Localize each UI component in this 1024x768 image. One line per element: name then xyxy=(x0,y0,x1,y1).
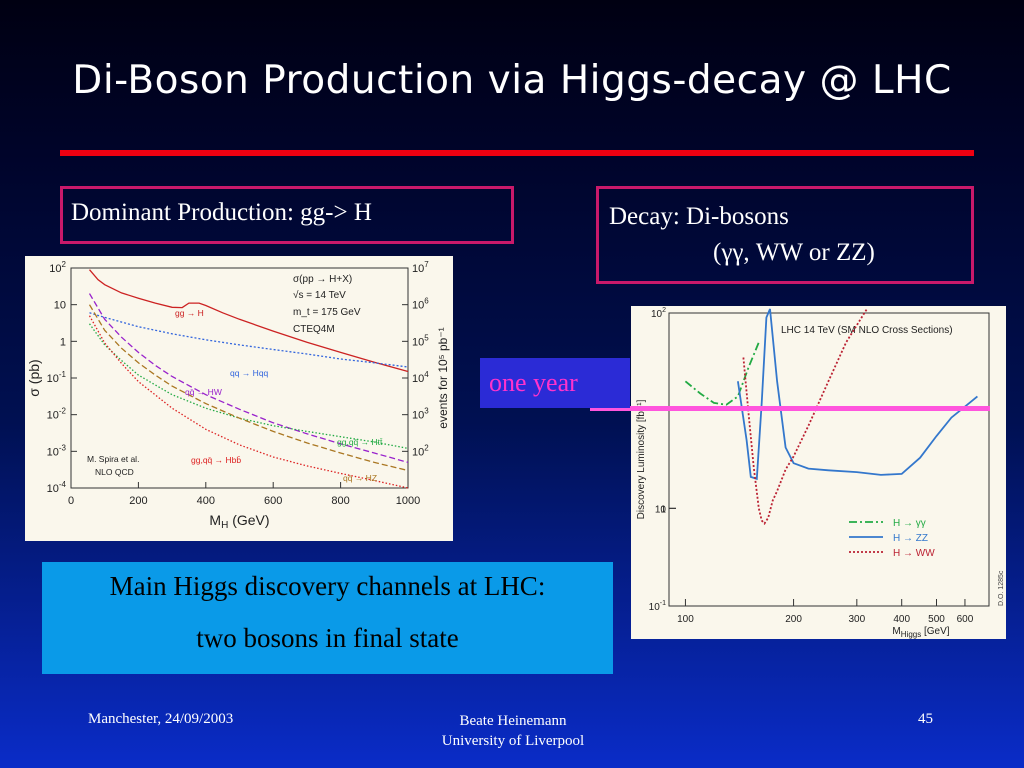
y2-tick-label: 106 xyxy=(412,297,429,312)
footer-author: Beate Heinemann University of Liverpool xyxy=(400,711,626,751)
y-tick-label: 1 xyxy=(660,504,666,515)
x-tick-label: 300 xyxy=(848,614,865,625)
annotation-order: NLO QCD xyxy=(95,467,134,477)
x-tick-label: 600 xyxy=(264,495,282,507)
series-line-1 xyxy=(89,312,409,368)
footer-author-name: Beate Heinemann xyxy=(459,713,567,729)
y-axis-label: Discovery Luminosity [fb⁻¹] xyxy=(636,399,647,519)
y-tick-label: 10 xyxy=(655,504,667,515)
series-line-0 xyxy=(89,269,409,373)
series-line-3 xyxy=(88,323,409,450)
y-tick-label: 102 xyxy=(49,260,66,275)
y-tick-label: 1 xyxy=(60,336,66,348)
y-tick-label: 10 xyxy=(54,300,66,312)
y2-tick-label: 102 xyxy=(412,443,429,458)
series-line-2 xyxy=(742,308,868,525)
x-tick-label: 400 xyxy=(893,614,910,625)
footer-affiliation: University of Liverpool xyxy=(441,733,585,749)
annotation-authors: M. Spira et al. xyxy=(87,454,139,464)
series-label-5: qq̄ → HZ xyxy=(343,473,377,483)
series-line-1 xyxy=(737,308,978,481)
x-tick-label: 500 xyxy=(928,614,945,625)
legend-label-2: H → WW xyxy=(893,548,935,559)
y-tick-label: 10-2 xyxy=(47,407,67,422)
y2-tick-label: 105 xyxy=(412,333,429,348)
x-tick-label: 1000 xyxy=(396,495,420,507)
cross-section-plot: 0 200 400 600 800 1000 10-4 10-3 10-2 10-1 1 10 102 1… xyxy=(25,256,453,541)
summary-line1: Main Higgs discovery channels at LHC: xyxy=(109,571,546,601)
series-label-1: qq → Hqq xyxy=(230,368,269,378)
x-axis-label: MHiggs [GeV] xyxy=(892,626,949,639)
y-tick-label: 10-1 xyxy=(649,600,666,613)
page-number: 45 xyxy=(918,711,933,727)
title-underline xyxy=(60,150,974,156)
plot-frame xyxy=(668,312,990,607)
series-line-0 xyxy=(684,342,760,406)
annotation-top-mass: m_t = 175 GeV xyxy=(293,307,361,318)
y-tick-label: 10-3 xyxy=(47,443,67,458)
summary-line2: two bosons in final state xyxy=(196,623,459,653)
annotation-process: σ(pp → H+X) xyxy=(293,274,352,285)
cross-section-chart: 0 200 400 600 800 1000 10-4 10-3 10-2 10-1 1 10 102 1… xyxy=(26,260,450,531)
slide-title: Di-Boson Production via Higgs-decay @ LH… xyxy=(72,58,952,103)
decay-label-line1: Decay: Di-bosons xyxy=(609,203,789,230)
footer-location-date: Manchester, 24/09/2003 xyxy=(88,711,234,727)
decay-label-line2: (γγ, WW or ZZ) xyxy=(713,239,875,266)
series-label-0: gg → H xyxy=(175,308,204,318)
x-axis-label: MH (GeV) xyxy=(209,512,269,531)
series-label-2: qq̄ → HW xyxy=(185,387,222,397)
x-tick-label: 600 xyxy=(957,614,974,625)
production-label: Dominant Production: gg-> H xyxy=(71,199,372,226)
x-tick-label: 100 xyxy=(677,614,694,625)
discovery-luminosity-plot: 100 200 300 400 500 600 10-1 1 10 102 LHC 14 TeV (… xyxy=(631,306,1006,639)
legend-label-1: H → ZZ xyxy=(893,533,928,544)
y-tick-label: 10-1 xyxy=(47,370,67,385)
production-label-box: Dominant Production: gg-> H xyxy=(60,186,514,244)
x-tick-label: 0 xyxy=(68,495,74,507)
figure-id: D.O. 1285c xyxy=(998,570,1005,606)
y2-tick-label: 103 xyxy=(412,407,429,422)
series-line-5 xyxy=(88,304,409,472)
y2-axis-label: events for 10⁵ pb⁻¹ xyxy=(436,327,450,428)
series-label-3: gg,qq̄ → Htt̄ xyxy=(337,437,383,447)
x-tick-label: 400 xyxy=(197,495,215,507)
one-year-luminosity-line xyxy=(590,406,990,411)
y2-tick-label: 104 xyxy=(412,370,429,385)
y-tick-label: 102 xyxy=(651,307,666,320)
y2-tick-label: 107 xyxy=(412,260,429,275)
x-tick-label: 800 xyxy=(331,495,349,507)
chart-title: LHC 14 TeV (SM NLO Cross Sections) xyxy=(781,325,953,336)
decay-label-box: Decay: Di-bosons (γγ, WW or ZZ) xyxy=(596,186,974,284)
annotation-energy: √s = 14 TeV xyxy=(293,289,346,301)
one-year-label: one year xyxy=(480,358,630,408)
discovery-luminosity-chart: 100 200 300 400 500 600 10-1 110 102 LHC 14 TeV (… xyxy=(636,307,1005,639)
x-tick-label: 200 xyxy=(785,614,802,625)
y-axis-label: σ (pb) xyxy=(26,359,42,396)
series-label-4: gg,qq̄ → Hbb̄ xyxy=(191,455,241,465)
y-tick-label: 10-4 xyxy=(47,480,67,495)
legend-label-0: H → γγ xyxy=(893,518,926,529)
series-line-2 xyxy=(88,293,409,464)
summary-box: Main Higgs discovery channels at LHC: tw… xyxy=(42,562,613,674)
series-line-4 xyxy=(88,315,409,489)
x-tick-label: 200 xyxy=(129,495,147,507)
annotation-pdf: CTEQ4M xyxy=(293,324,335,335)
